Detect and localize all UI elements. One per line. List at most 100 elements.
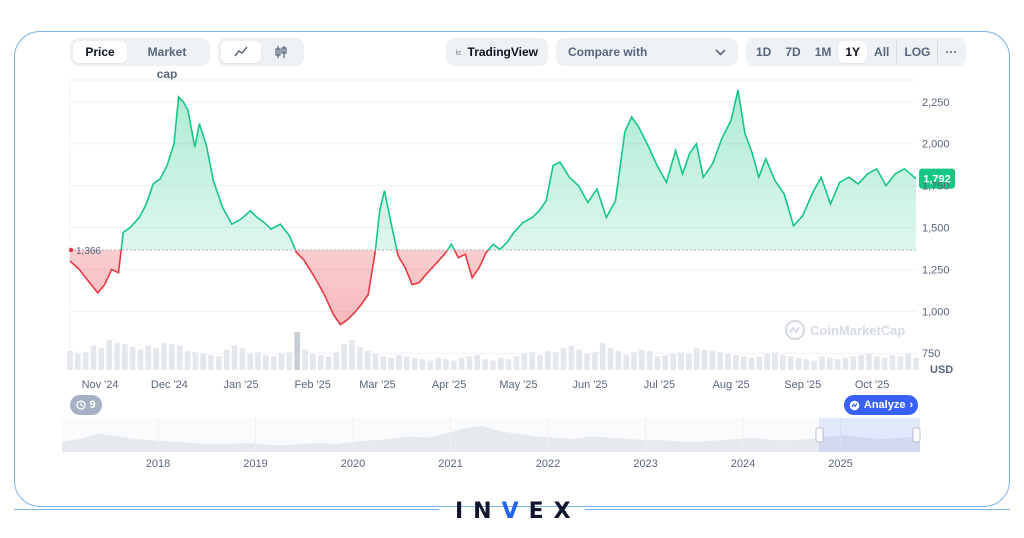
volume-bar: [709, 351, 716, 370]
volume-bar: [396, 355, 402, 370]
more-options-button[interactable]: ···: [937, 41, 964, 63]
view-toggle: Price Market cap: [70, 38, 210, 81]
candlestick-icon: [275, 46, 287, 58]
volume-bar: [725, 353, 731, 370]
volume-bar: [834, 359, 841, 370]
volume-bar: [388, 357, 394, 370]
volume-bar: [576, 349, 582, 370]
volume-bar: [325, 356, 332, 370]
volume-bar: [521, 353, 528, 370]
volume-bar: [67, 351, 73, 370]
volume-bar: [317, 355, 324, 370]
range-7d[interactable]: 7D: [785, 45, 801, 59]
volume-bar: [568, 345, 575, 370]
baseline-label: 1,366: [76, 246, 101, 257]
tab-market-cap[interactable]: Market cap: [147, 45, 187, 81]
volume-bar: [772, 352, 778, 370]
volume-bar: [137, 349, 144, 370]
volume-bar: [184, 351, 191, 370]
volume-bar: [560, 348, 567, 370]
currency-label: USD: [930, 364, 953, 376]
volume-bar: [701, 349, 708, 370]
price-area: [70, 90, 916, 325]
x-tick-label: Mar '25: [359, 379, 395, 391]
volume-bar: [443, 359, 449, 370]
volume-bar: [231, 345, 238, 370]
range-1d[interactable]: 1D: [756, 45, 772, 59]
tab-price[interactable]: Price: [73, 41, 127, 63]
navigator-year-label: 2023: [633, 458, 657, 470]
navigator-handle[interactable]: [815, 427, 824, 443]
volume-bar: [537, 355, 543, 370]
volume-bar: [333, 352, 340, 370]
y-tick-label: 2,250: [922, 97, 950, 109]
volume-bar: [787, 356, 794, 370]
y-tick-label: 1,250: [922, 264, 950, 276]
x-tick-label: Sep '25: [784, 379, 821, 391]
range-navigator[interactable]: 2018 2019 2020 2021 2022 2023 2024 2025: [62, 418, 921, 470]
volume-bar: [114, 342, 120, 370]
volume-bar: [842, 357, 849, 370]
volume-bar: [82, 352, 89, 370]
volume-bar: [286, 352, 293, 370]
x-tick-label: Aug '25: [713, 379, 750, 391]
volume-bar: [631, 352, 637, 370]
history-count: 9: [89, 399, 96, 411]
tradingview-label: TradingView: [467, 45, 538, 59]
volume-bar: [239, 348, 246, 370]
compare-with-select[interactable]: Compare with: [556, 38, 738, 66]
range-selector: 1D 7D 1M 1Y All LOG ···: [746, 38, 966, 66]
volume-bar: [176, 345, 183, 370]
navigator-selection[interactable]: [819, 418, 920, 452]
volume-bar: [646, 351, 653, 370]
volume-bar: [905, 353, 911, 370]
chevron-down-icon: [715, 48, 726, 56]
compare-with-label: Compare with: [568, 45, 648, 59]
navigator-handle[interactable]: [912, 427, 921, 443]
x-tick-label: Jul '25: [644, 379, 675, 391]
volume-bar: [811, 360, 817, 370]
volume-bar: [584, 353, 590, 370]
range-log[interactable]: LOG: [896, 41, 937, 63]
volume-bar: [145, 345, 152, 370]
navigator-year-label: 2018: [146, 458, 170, 470]
volume-bar: [255, 352, 261, 370]
y-tick-label: 2,000: [922, 139, 950, 151]
history-badge[interactable]: 9: [70, 395, 102, 415]
range-1m[interactable]: 1M: [814, 45, 832, 59]
y-tick-label: 750: [922, 348, 940, 360]
volume-bar: [866, 353, 872, 370]
volume-bar: [451, 360, 457, 370]
volume-bar: [756, 356, 763, 370]
navigator-year-label: 2022: [536, 458, 560, 470]
volume-bar: [216, 356, 222, 370]
volume-bar: [372, 353, 379, 370]
volume-bar: [889, 355, 896, 370]
line-chart-button[interactable]: [221, 41, 261, 63]
candlestick-button[interactable]: [261, 41, 301, 63]
footer-divider-left: [14, 509, 439, 510]
volume-bar: [357, 346, 363, 370]
tradingview-button[interactable]: TradingView: [446, 38, 548, 66]
analyze-icon: [849, 400, 860, 410]
volume-bar: [662, 355, 669, 370]
volume-bars: [67, 332, 919, 370]
analyze-button[interactable]: Analyze ›: [844, 395, 918, 415]
volume-bar: [129, 346, 136, 370]
last-price-tag: [919, 168, 955, 189]
range-all[interactable]: All: [874, 45, 890, 59]
volume-bar: [717, 352, 723, 370]
volume-bar: [733, 355, 739, 370]
range-1y[interactable]: 1Y: [838, 41, 868, 63]
volume-bar: [607, 348, 614, 370]
volume-bar: [505, 359, 512, 370]
volume-bar: [208, 355, 214, 370]
y-tick-label: 1,750: [922, 181, 950, 193]
volume-bar: [858, 355, 864, 370]
volume-bar: [670, 353, 676, 370]
volume-bar: [803, 359, 810, 370]
baseline-marker: [68, 247, 74, 253]
y-tick-label: 1,500: [922, 223, 950, 235]
volume-bar: [874, 356, 880, 370]
volume-bar: [552, 352, 559, 370]
